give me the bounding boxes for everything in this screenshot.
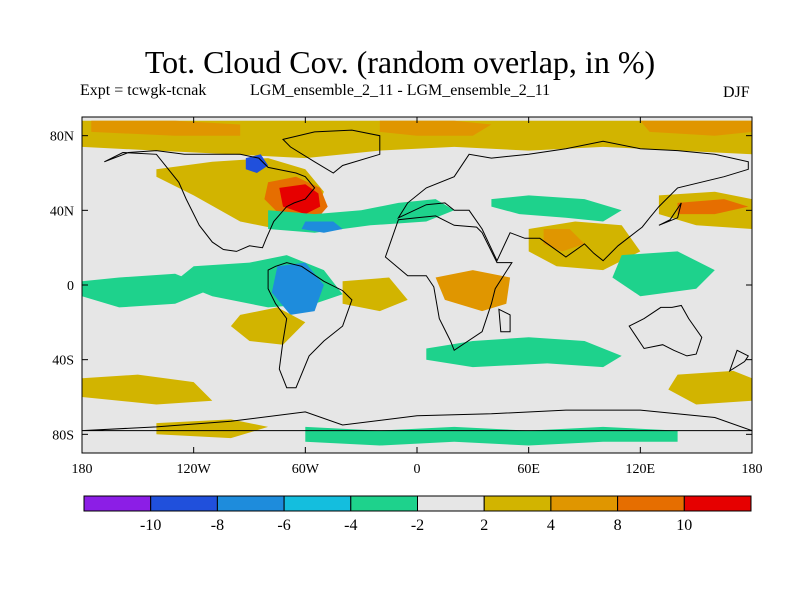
anomaly-antarctic-gain bbox=[156, 419, 269, 439]
ensemble-subtitle: LGM_ensemble_2_11 - LGM_ensemble_2_11 bbox=[250, 82, 551, 99]
colorbar-label: 10 bbox=[676, 517, 692, 534]
coastline-africa bbox=[384, 215, 513, 352]
axis-ticks: 80N 40N 0 40S 80S 180 120W 60W 0 60E 120E 180 bbox=[50, 117, 763, 477]
colorbar-bin bbox=[83, 495, 152, 512]
colorbar-bin bbox=[617, 495, 685, 512]
lon-label: 120E bbox=[626, 462, 656, 477]
colorbar-label: 4 bbox=[547, 517, 555, 534]
lat-label: 80S bbox=[52, 428, 74, 443]
coastline-north-america bbox=[104, 150, 316, 252]
map-title: Tot. Cloud Cov. (random overlap, in %) bbox=[144, 44, 656, 80]
coastline-madagascar bbox=[498, 308, 511, 333]
colorbar-bin bbox=[283, 495, 352, 512]
lon-label: 0 bbox=[414, 462, 421, 477]
anomaly-southern-ocean-green bbox=[426, 337, 622, 368]
anomaly-south-atlantic-gain bbox=[342, 277, 408, 312]
colorbar-label: -4 bbox=[344, 517, 357, 534]
colorbar-bin bbox=[417, 495, 485, 512]
anomaly-amazon-blue bbox=[271, 262, 324, 315]
anomaly-north-polar-band bbox=[82, 120, 752, 159]
anomaly-south-indian-gain bbox=[668, 370, 752, 405]
anomaly-eurasia-green bbox=[491, 195, 622, 222]
colorbar-bin bbox=[683, 495, 752, 512]
coastlines bbox=[82, 129, 752, 432]
anomaly-gulf-blue bbox=[301, 221, 343, 233]
anomaly-west-pacific-green bbox=[612, 251, 715, 297]
anomaly-labrador-core bbox=[279, 184, 321, 215]
coastline-japan bbox=[658, 202, 682, 226]
anomaly-contours bbox=[82, 120, 752, 446]
colorbar-bin bbox=[150, 495, 218, 512]
coastline-antarctica bbox=[82, 409, 752, 432]
coastline-eurasia bbox=[397, 140, 749, 262]
colorbar-label: 2 bbox=[480, 517, 488, 534]
lat-label: 40N bbox=[50, 204, 74, 219]
colorbar-bin bbox=[550, 495, 619, 512]
colorbar-label: -2 bbox=[411, 517, 424, 534]
anomaly-north-polar-orange-3 bbox=[640, 120, 752, 136]
anomaly-east-pacific-green bbox=[82, 273, 213, 308]
colorbar-bin bbox=[216, 495, 285, 512]
anomaly-africa-orange bbox=[435, 270, 511, 312]
coastline-australia bbox=[628, 304, 703, 357]
anomaly-india-orange bbox=[543, 229, 585, 252]
season-label: DJF bbox=[723, 84, 750, 101]
coastline-south-america bbox=[267, 262, 353, 389]
colorbar-label: 8 bbox=[614, 517, 622, 534]
colorbar-label: -8 bbox=[211, 517, 224, 534]
lon-label: 120W bbox=[177, 462, 212, 477]
anomaly-hudson-blue bbox=[245, 154, 269, 173]
colorbar-bin bbox=[483, 495, 552, 512]
colorbar-bin bbox=[350, 495, 418, 512]
colorbar-label: -6 bbox=[277, 517, 290, 534]
anomaly-north-polar-orange-1 bbox=[91, 120, 241, 136]
lon-label: 60E bbox=[517, 462, 540, 477]
anomaly-antarctic-green bbox=[305, 426, 678, 446]
lon-label: 60W bbox=[292, 462, 320, 477]
lat-label: 0 bbox=[67, 279, 74, 294]
colorbar-label: -10 bbox=[140, 517, 161, 534]
anomaly-kuroshio-orange bbox=[677, 199, 749, 215]
anomaly-south-america-gain bbox=[230, 307, 306, 345]
lat-label: 80N bbox=[50, 130, 74, 145]
experiment-label: Expt = tcwgk-tcnak bbox=[80, 82, 207, 99]
lon-label: 180 bbox=[742, 462, 763, 477]
lon-label: 180 bbox=[72, 462, 93, 477]
anomaly-north-polar-orange-2 bbox=[379, 120, 492, 136]
coastline-new-zealand bbox=[728, 349, 750, 373]
colorbar: -10 -8 -6 -4 -2 2 4 8 10 bbox=[83, 495, 752, 534]
lat-label: 40S bbox=[52, 354, 74, 369]
coastline-greenland bbox=[282, 129, 381, 174]
anomaly-southern-pacific-gain bbox=[82, 374, 213, 405]
